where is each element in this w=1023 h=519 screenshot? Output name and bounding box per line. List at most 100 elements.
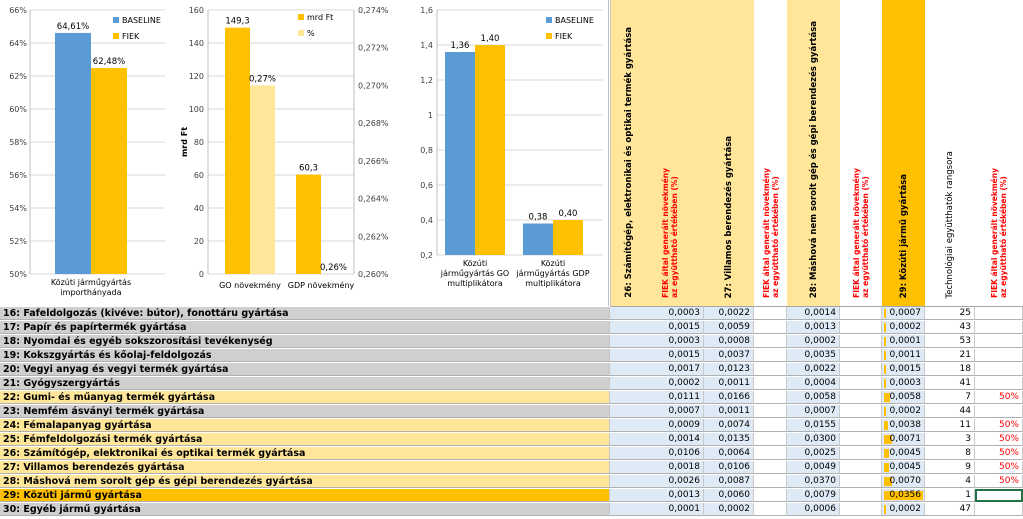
cell-rank[interactable]: 11: [925, 419, 975, 432]
cell-28-fiek[interactable]: [840, 363, 882, 376]
cell-26[interactable]: 0,0009: [610, 419, 704, 432]
cell-27-fiek[interactable]: [754, 391, 787, 404]
cell-26[interactable]: 0,0007: [610, 405, 704, 418]
cell-28[interactable]: 0,0014: [787, 307, 840, 320]
header-col-28-fiek[interactable]: FIEK által generált növekmény az együtth…: [840, 0, 883, 307]
cell-27-fiek[interactable]: [754, 503, 787, 516]
header-col-29-fiek[interactable]: FIEK által generált növekmény az együtth…: [975, 0, 1023, 307]
cell-29-fiek[interactable]: [975, 363, 1023, 376]
cell-28-fiek[interactable]: [840, 377, 882, 390]
header-col-26[interactable]: 26: Számítógép, elektronikai és optikai …: [610, 0, 706, 307]
cell-26[interactable]: 0,0003: [610, 335, 704, 348]
cell-27[interactable]: 0,0037: [704, 349, 754, 362]
cell-27[interactable]: 0,0166: [704, 391, 754, 404]
cell-26[interactable]: 0,0015: [610, 349, 704, 362]
cell-28-fiek[interactable]: [840, 461, 882, 474]
table-row[interactable]: 19: Kokszgyártás és kőolaj-feldolgozás 0,…: [0, 349, 1023, 363]
cell-29-fiek[interactable]: 50%: [975, 391, 1023, 404]
cell-28[interactable]: 0,0058: [787, 391, 840, 404]
cell-29[interactable]: 0,0356: [882, 489, 925, 502]
cell-29[interactable]: 0,0058: [882, 391, 925, 404]
cell-28[interactable]: 0,0370: [787, 475, 840, 488]
cell-28[interactable]: 0,0004: [787, 377, 840, 390]
cell-28-fiek[interactable]: [840, 321, 882, 334]
cell-29-fiek[interactable]: [975, 489, 1023, 502]
cell-27-fiek[interactable]: [754, 307, 787, 320]
cell-28[interactable]: 0,0155: [787, 419, 840, 432]
cell-27-fiek[interactable]: [754, 335, 787, 348]
cell-27-fiek[interactable]: [754, 447, 787, 460]
cell-rank[interactable]: 18: [925, 363, 975, 376]
cell-27-fiek[interactable]: [754, 461, 787, 474]
cell-29-fiek[interactable]: [975, 335, 1023, 348]
cell-29[interactable]: 0,0001: [882, 335, 925, 348]
cell-27[interactable]: 0,0008: [704, 335, 754, 348]
cell-rank[interactable]: 4: [925, 475, 975, 488]
cell-29[interactable]: 0,0011: [882, 349, 925, 362]
cell-29-fiek[interactable]: [975, 405, 1023, 418]
cell-26[interactable]: 0,0003: [610, 307, 704, 320]
cell-27[interactable]: 0,0059: [704, 321, 754, 334]
cell-29-fiek[interactable]: [975, 503, 1023, 516]
cell-28-fiek[interactable]: [840, 335, 882, 348]
cell-28-fiek[interactable]: [840, 419, 882, 432]
cell-27-fiek[interactable]: [754, 321, 787, 334]
cell-28[interactable]: 0,0300: [787, 433, 840, 446]
table-row[interactable]: 28: Máshová nem sorolt gép és gépi beren…: [0, 475, 1023, 489]
cell-26[interactable]: 0,0111: [610, 391, 704, 404]
table-row[interactable]: 26: Számítógép, elektronikai és optikai …: [0, 447, 1023, 461]
cell-28-fiek[interactable]: [840, 405, 882, 418]
row-label[interactable]: 20: Vegyi anyag és vegyi termék gyártása: [0, 363, 610, 376]
table-row[interactable]: 25: Fémfeldolgozási termék gyártása 0,001…: [0, 433, 1023, 447]
cell-29-fiek[interactable]: 50%: [975, 419, 1023, 432]
cell-27-fiek[interactable]: [754, 363, 787, 376]
row-label[interactable]: 18: Nyomdai és egyéb sokszorosítási tevé…: [0, 335, 610, 348]
table-row[interactable]: 17: Papír és papírtermék gyártása 0,0015 0…: [0, 321, 1023, 335]
header-col-27-fiek[interactable]: FIEK által generált növekmény az együtth…: [754, 0, 788, 307]
cell-27-fiek[interactable]: [754, 475, 787, 488]
cell-rank[interactable]: 8: [925, 447, 975, 460]
row-label[interactable]: 23: Nemfém ásványi termék gyártása: [0, 405, 610, 418]
cell-29[interactable]: 0,0007: [882, 307, 925, 320]
cell-27-fiek[interactable]: [754, 405, 787, 418]
cell-28[interactable]: 0,0025: [787, 447, 840, 460]
cell-26[interactable]: 0,0002: [610, 377, 704, 390]
cell-27[interactable]: 0,0011: [704, 405, 754, 418]
row-label[interactable]: 26: Számítógép, elektronikai és optikai …: [0, 447, 610, 460]
cell-27[interactable]: 0,0135: [704, 433, 754, 446]
cell-29-fiek[interactable]: 50%: [975, 433, 1023, 446]
cell-27[interactable]: 0,0074: [704, 419, 754, 432]
table-row[interactable]: 21: Gyógyszergyártás 0,0002 0,0011 0,0004 0,…: [0, 377, 1023, 391]
cell-28[interactable]: 0,0013: [787, 321, 840, 334]
cell-26[interactable]: 0,0017: [610, 363, 704, 376]
cell-28-fiek[interactable]: [840, 307, 882, 320]
row-label[interactable]: 28: Máshová nem sorolt gép és gépi beren…: [0, 475, 610, 488]
cell-28[interactable]: 0,0022: [787, 363, 840, 376]
cell-29[interactable]: 0,0015: [882, 363, 925, 376]
table-row[interactable]: 24: Fémalapanyag gyártása 0,0009 0,0074 0,0…: [0, 419, 1023, 433]
cell-26[interactable]: 0,0018: [610, 461, 704, 474]
cell-28-fiek[interactable]: [840, 475, 882, 488]
cell-29-fiek[interactable]: [975, 377, 1023, 390]
cell-27[interactable]: 0,0064: [704, 447, 754, 460]
cell-27[interactable]: 0,0123: [704, 363, 754, 376]
cell-27-fiek[interactable]: [754, 349, 787, 362]
cell-26[interactable]: 0,0013: [610, 489, 704, 502]
table-row[interactable]: 16: Fafeldolgozás (kivéve: bútor), fonot…: [0, 307, 1023, 321]
cell-28-fiek[interactable]: [840, 489, 882, 502]
cell-28-fiek[interactable]: [840, 349, 882, 362]
cell-rank[interactable]: 7: [925, 391, 975, 404]
row-label[interactable]: 27: Villamos berendezés gyártása: [0, 461, 610, 474]
cell-28[interactable]: 0,0035: [787, 349, 840, 362]
cell-rank[interactable]: 25: [925, 307, 975, 320]
cell-rank[interactable]: 41: [925, 377, 975, 390]
cell-26[interactable]: 0,0014: [610, 433, 704, 446]
cell-27[interactable]: 0,0087: [704, 475, 754, 488]
cell-26[interactable]: 0,0001: [610, 503, 704, 516]
cell-28[interactable]: 0,0049: [787, 461, 840, 474]
cell-29-fiek[interactable]: 50%: [975, 475, 1023, 488]
row-label[interactable]: 22: Gumi- és műanyag termék gyártása: [0, 391, 610, 404]
table-row[interactable]: 23: Nemfém ásványi termék gyártása 0,0007…: [0, 405, 1023, 419]
table-row[interactable]: 22: Gumi- és műanyag termék gyártása 0,01…: [0, 391, 1023, 405]
cell-rank[interactable]: 47: [925, 503, 975, 516]
